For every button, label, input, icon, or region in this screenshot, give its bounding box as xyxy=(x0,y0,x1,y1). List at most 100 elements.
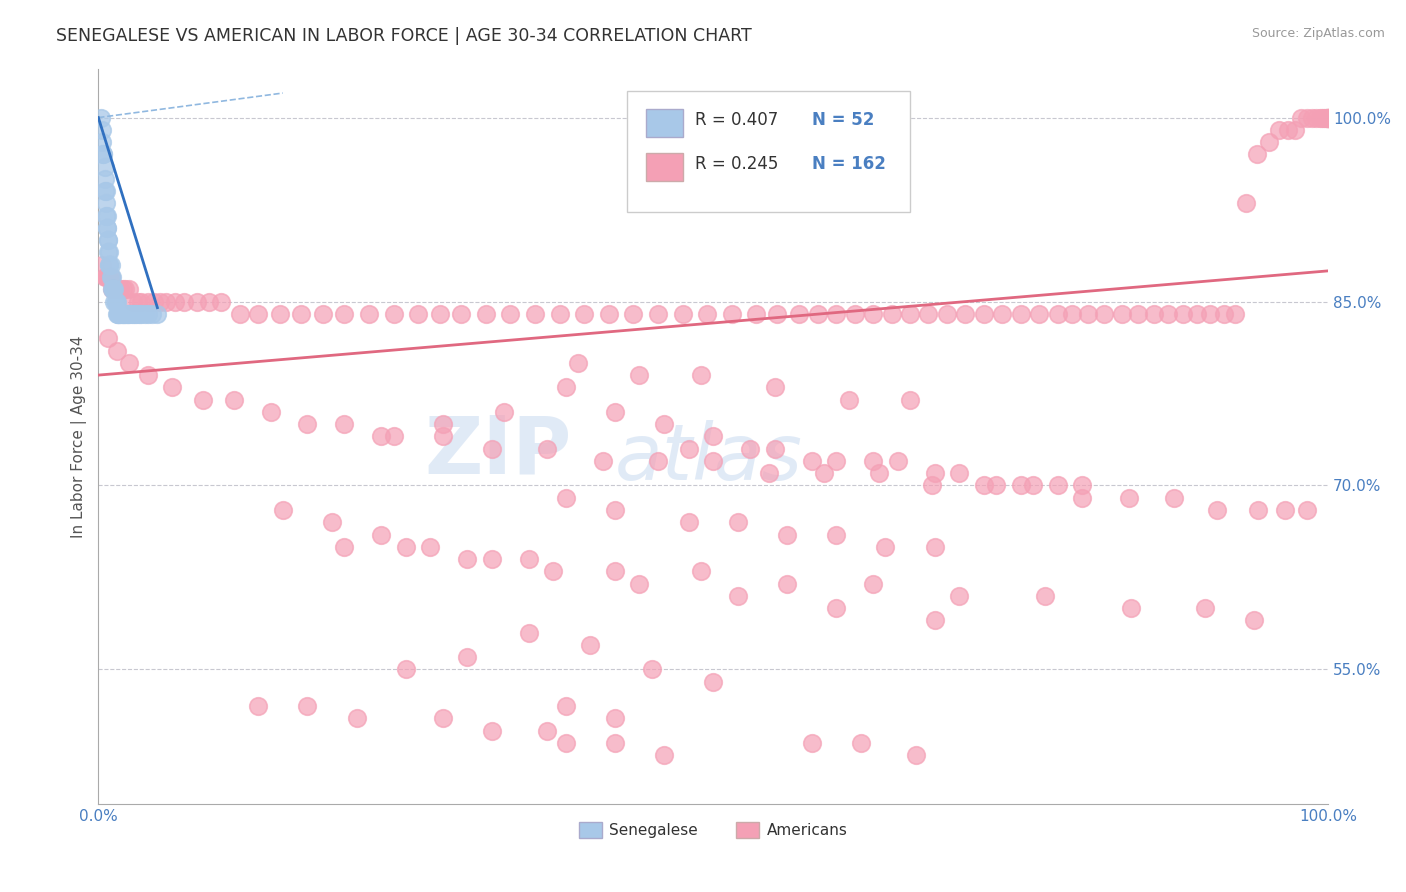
Point xyxy=(1313,111,1336,125)
Point xyxy=(100,270,122,285)
Legend: Senegalese, Americans: Senegalese, Americans xyxy=(572,816,853,845)
Point xyxy=(592,454,614,468)
Point xyxy=(118,356,141,370)
Point xyxy=(1310,111,1333,125)
Point xyxy=(101,282,124,296)
Point xyxy=(727,589,749,603)
Point xyxy=(128,307,150,321)
Point xyxy=(198,294,221,309)
Point xyxy=(1317,111,1340,125)
Point xyxy=(111,307,134,321)
Point xyxy=(641,662,664,676)
Point xyxy=(628,576,651,591)
Point xyxy=(1077,307,1099,321)
Point xyxy=(103,282,125,296)
Point xyxy=(382,429,405,443)
Point xyxy=(898,307,921,321)
Point xyxy=(807,307,830,321)
Point xyxy=(104,282,127,296)
Point xyxy=(1028,307,1050,321)
Point xyxy=(1111,307,1133,321)
Point xyxy=(758,467,780,481)
Point xyxy=(825,527,848,541)
Point xyxy=(554,491,576,505)
Point xyxy=(1289,111,1312,125)
Point xyxy=(101,282,124,296)
Point xyxy=(603,711,626,725)
Point xyxy=(395,662,418,676)
Point xyxy=(948,467,970,481)
Point xyxy=(104,294,127,309)
Point xyxy=(1317,111,1340,125)
Text: ZIP: ZIP xyxy=(425,412,572,490)
Point xyxy=(321,515,343,529)
Point xyxy=(104,294,127,309)
Point xyxy=(108,307,131,321)
Point xyxy=(647,307,669,321)
Point xyxy=(567,356,589,370)
Point xyxy=(93,184,115,198)
Point xyxy=(406,307,429,321)
Point xyxy=(1317,111,1340,125)
Point xyxy=(98,258,121,272)
Point xyxy=(97,233,120,247)
Point xyxy=(628,368,651,383)
Point xyxy=(105,343,128,358)
Point xyxy=(131,307,153,321)
Point xyxy=(103,294,125,309)
Point xyxy=(149,294,172,309)
Point xyxy=(136,368,159,383)
Point xyxy=(800,454,823,468)
Point xyxy=(517,625,540,640)
Point xyxy=(991,307,1014,321)
Point xyxy=(598,307,620,321)
Point xyxy=(579,638,602,652)
Point xyxy=(136,294,159,309)
Point xyxy=(868,467,890,481)
Point xyxy=(290,307,312,321)
Point xyxy=(825,454,848,468)
Point xyxy=(110,282,132,296)
Point xyxy=(94,270,117,285)
Point xyxy=(875,540,897,554)
Point xyxy=(105,282,128,296)
Point xyxy=(849,736,872,750)
Point xyxy=(1296,503,1319,517)
Y-axis label: In Labor Force | Age 30-34: In Labor Force | Age 30-34 xyxy=(72,335,87,538)
Point xyxy=(702,454,724,468)
Point xyxy=(96,221,118,235)
Point xyxy=(122,307,145,321)
Point xyxy=(118,282,141,296)
Point xyxy=(271,503,294,517)
Point xyxy=(1258,135,1281,149)
Point xyxy=(209,294,232,309)
Point xyxy=(766,307,789,321)
Point xyxy=(1301,111,1323,125)
Point xyxy=(259,405,281,419)
Point xyxy=(117,307,139,321)
Point xyxy=(1316,111,1339,125)
Point xyxy=(333,417,356,432)
Point xyxy=(1126,307,1149,321)
Point xyxy=(740,442,762,456)
Point xyxy=(745,307,768,321)
Point xyxy=(97,233,120,247)
Bar xyxy=(645,109,682,137)
Point xyxy=(121,307,143,321)
Point xyxy=(91,135,114,149)
Point xyxy=(98,270,121,285)
Point xyxy=(115,307,138,321)
Point xyxy=(432,417,454,432)
Point xyxy=(97,245,120,260)
Point xyxy=(96,221,118,235)
Point xyxy=(101,282,124,296)
Point xyxy=(96,209,118,223)
Point xyxy=(727,515,749,529)
Point xyxy=(1033,589,1056,603)
Point xyxy=(1317,111,1340,125)
Point xyxy=(1308,111,1330,125)
Point xyxy=(131,294,153,309)
Point xyxy=(101,282,124,296)
Point xyxy=(789,307,811,321)
Point xyxy=(312,307,335,321)
